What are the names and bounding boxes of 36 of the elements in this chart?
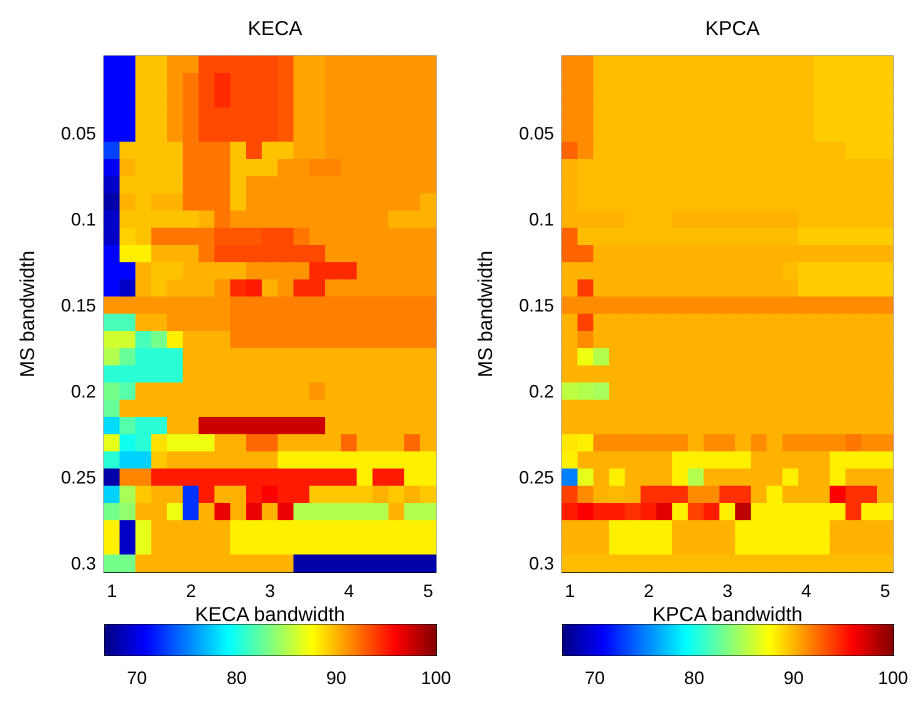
color-bar-label: 70: [584, 668, 605, 688]
x-tick-label: 5: [880, 581, 890, 601]
color-bar-label: 100: [878, 668, 908, 688]
y-tick-label: 0.1: [70, 209, 96, 230]
x-axis-title: KECA bandwidth: [194, 604, 346, 626]
y-axis-title: MS bandwidth: [17, 250, 39, 378]
y-axis-title: MS bandwidth: [475, 250, 497, 378]
y-tick-label: 0.15: [60, 295, 96, 316]
x-tick-label: 1: [106, 581, 117, 601]
x-tick-label: 1: [564, 581, 575, 601]
color-bar-label: 70: [126, 668, 147, 688]
y-tick-label: 0.1: [528, 209, 554, 230]
y-tick-label: 0.2: [70, 381, 96, 402]
color-bar-label: 100: [420, 668, 452, 688]
y-tick-label: 0.25: [60, 467, 96, 488]
color-bar-label: 90: [784, 668, 804, 688]
chart-title: KPCA: [705, 18, 760, 40]
y-tick-label: 0.2: [528, 381, 554, 402]
y-tick-label: 0.15: [518, 295, 554, 316]
color-bar-label: 80: [684, 668, 704, 688]
x-tick-label: 3: [722, 581, 733, 601]
x-tick-label: 4: [344, 581, 354, 601]
color-bar-label: 90: [326, 668, 346, 688]
x-tick-label: 2: [186, 581, 196, 601]
y-tick-label: 0.05: [518, 123, 554, 144]
y-tick-label: 0.25: [518, 467, 554, 488]
y-tick-label: 0.3: [70, 553, 96, 574]
color-bar-label: 80: [226, 668, 247, 688]
chart-title: KECA: [248, 18, 303, 40]
x-tick-label: 2: [644, 581, 654, 601]
y-tick-label: 0.05: [60, 123, 96, 144]
x-tick-label: 5: [423, 581, 434, 601]
x-tick-label: 4: [801, 581, 812, 601]
y-tick-label: 0.3: [528, 553, 554, 574]
x-tick-label: 3: [264, 581, 276, 601]
x-axis-title: KPCA bandwidth: [652, 604, 803, 626]
